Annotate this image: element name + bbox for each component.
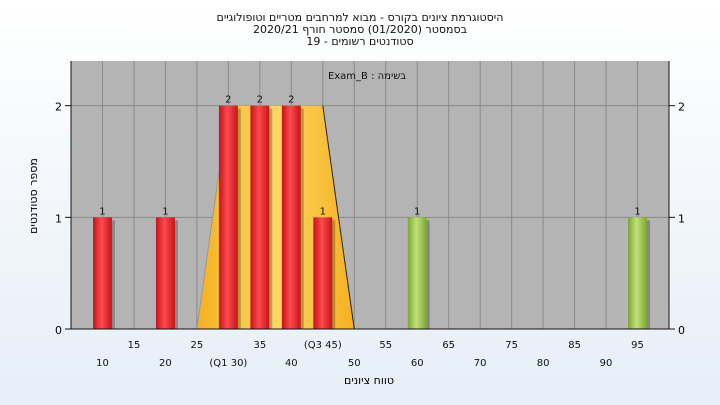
- x-tick-label: 40: [285, 358, 298, 369]
- axes-group: 0 0 1 1 2 2 15 25 35 (Q3 45) 55 65 75 85 95 10 20 (Q1 30)…: [55, 61, 685, 369]
- x-tick-label: 55: [379, 340, 392, 351]
- x-tick-label: 65: [442, 340, 455, 351]
- box-plot-whisker-right: [322, 105, 355, 330]
- bar-value-label: 2: [288, 95, 294, 106]
- bar: [155, 217, 175, 329]
- x-tick-label: 35: [253, 340, 266, 351]
- x-tick-label: 50: [348, 358, 361, 369]
- bar-value-label: 2: [225, 95, 231, 106]
- y-tick-label-right: 2: [678, 101, 685, 114]
- y-tick-label-right: 1: [678, 212, 685, 225]
- bar: [628, 217, 647, 329]
- bar-value-label: 1: [320, 206, 326, 217]
- x-tick-label: 20: [159, 358, 172, 369]
- bar-value-label: 1: [414, 206, 420, 217]
- x-tick-label: 25: [191, 340, 204, 351]
- x-tick-label: 15: [128, 340, 141, 351]
- bar: [313, 217, 333, 329]
- bar-value-label: 2: [257, 95, 263, 106]
- bar-value-label: 1: [162, 206, 168, 217]
- x-tick-label: 80: [537, 358, 550, 369]
- bars-group: 1 1 2 2 2 1 1 1: [93, 95, 650, 330]
- bar-value-label: 1: [634, 206, 640, 217]
- bar: [250, 105, 270, 330]
- x-tick-label: 10: [96, 358, 109, 369]
- y-tick-label-left: 2: [55, 101, 62, 114]
- x-tick-label: 60: [411, 358, 424, 369]
- x-axis-title: טווח ציונים: [344, 374, 394, 387]
- x-tick-label: (Q3 45): [304, 340, 342, 351]
- y-tick-label-right: 0: [678, 324, 685, 337]
- bar: [281, 105, 301, 330]
- y-axis-title: מספר סטודנטים: [27, 158, 40, 234]
- x-tick-label: 75: [505, 340, 518, 351]
- x-tick-label: (Q1 30): [209, 358, 247, 369]
- chart-title-line-3: סטודנטים רשומים - 19: [306, 35, 414, 48]
- chart-title-line-1: היסטוגרמת ציונים בקורס - מבוא למרחבים מט…: [216, 11, 504, 24]
- x-tick-label: 85: [568, 340, 581, 351]
- x-tick-label: 70: [474, 358, 487, 369]
- y-tick-label-left: 1: [55, 212, 62, 225]
- bar: [407, 217, 427, 329]
- x-tick-label: 90: [600, 358, 613, 369]
- chart-annotation: בשימה : Exam_B: [328, 71, 406, 82]
- bar: [218, 105, 238, 330]
- bar-value-label: 1: [99, 206, 105, 217]
- chart-title-line-2: בסמסטר (01/2020) סמסטר חורף 2020/21: [253, 23, 467, 36]
- y-tick-label-left: 0: [55, 324, 62, 337]
- bar: [93, 217, 112, 329]
- x-tick-label: 95: [631, 340, 644, 351]
